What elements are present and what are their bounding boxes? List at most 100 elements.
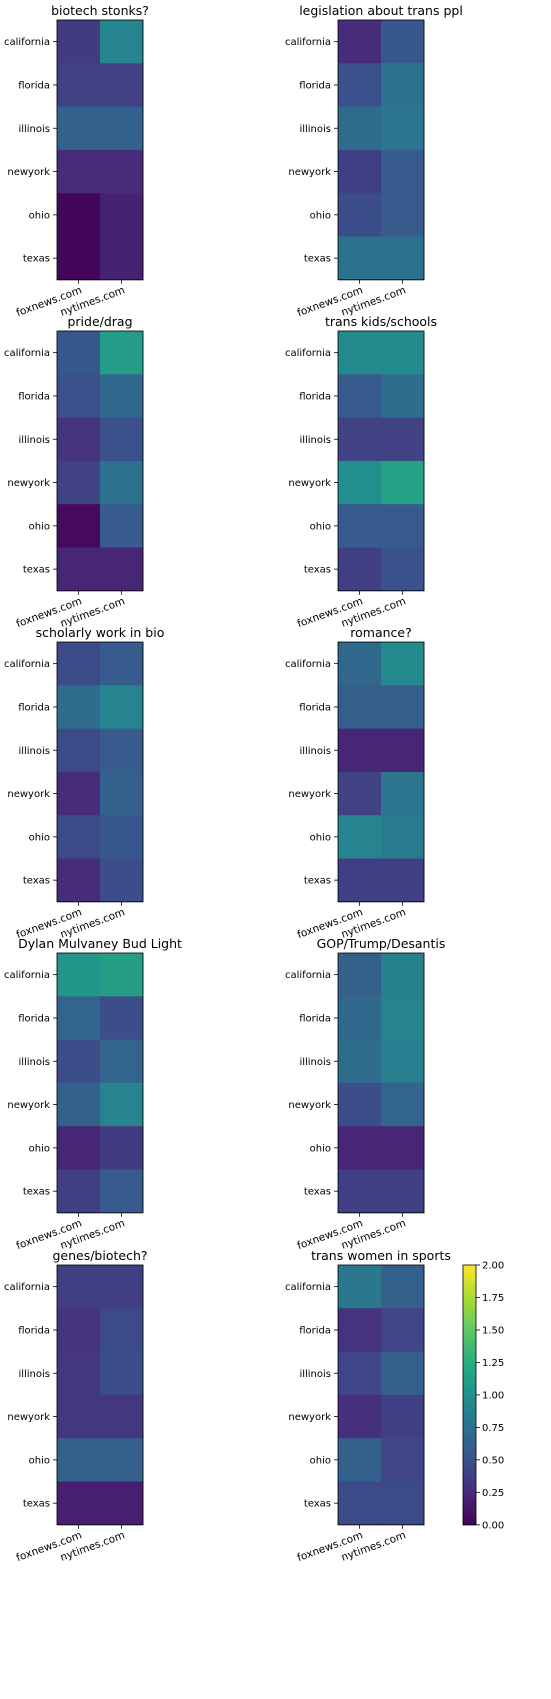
y-tick-label: california — [285, 37, 331, 48]
panel-frame — [337, 19, 425, 281]
colorbar-band — [463, 1431, 476, 1435]
colorbar-band — [463, 1310, 476, 1314]
heatmap-cell — [338, 1082, 382, 1127]
heatmap-cell — [100, 236, 144, 281]
y-tick-label: california — [4, 37, 50, 48]
colorbar-band — [463, 1301, 476, 1305]
heatmap-cell — [381, 953, 425, 997]
colorbar-band — [463, 1312, 476, 1316]
heatmap-cell — [338, 236, 382, 281]
colorbar-band — [463, 1271, 476, 1275]
y-tick-label: illinois — [299, 1057, 331, 1068]
y-tick-label: california — [4, 659, 50, 670]
colorbar-band — [463, 1282, 476, 1285]
heatmap-cell — [57, 996, 101, 1040]
heatmap-cell — [381, 815, 425, 859]
y-tick-label: illinois — [18, 1369, 50, 1380]
colorbar-band — [463, 1394, 476, 1398]
heatmap-cell — [381, 858, 425, 903]
heatmap-cell — [381, 374, 425, 418]
heatmap-cell — [100, 815, 144, 859]
y-tick-label: california — [285, 1282, 331, 1293]
panel-title: trans women in sports — [311, 1248, 451, 1263]
colorbar-band — [463, 1466, 476, 1470]
y-tick-label: newyork — [7, 1412, 50, 1423]
y-tick-label: texas — [23, 1187, 50, 1198]
heatmap-cell — [338, 1438, 382, 1482]
heatmap-cell — [338, 106, 382, 151]
y-tick-label: texas — [304, 254, 331, 265]
heatmap-cell — [338, 996, 382, 1040]
y-tick-label: florida — [299, 1325, 331, 1336]
y-tick-label: ohio — [310, 1143, 331, 1154]
heatmap-cell — [57, 460, 101, 505]
colorbar-band — [463, 1397, 476, 1400]
heatmap-cell — [57, 771, 101, 816]
y-tick-label: ohio — [310, 521, 331, 532]
panel-title: pride/drag — [67, 314, 132, 329]
heatmap-cell — [381, 771, 425, 816]
colorbar-band — [463, 1479, 476, 1482]
panel-title: scholarly work in bio — [36, 625, 165, 640]
colorbar-band — [463, 1347, 476, 1350]
heatmap-cell — [100, 1039, 144, 1084]
heatmap-cell — [100, 193, 144, 237]
colorbar-band — [463, 1319, 476, 1322]
colorbar-tick-label: 0.75 — [482, 1423, 504, 1434]
colorbar-band — [463, 1513, 476, 1517]
colorbar-band — [463, 1429, 476, 1433]
colorbar-band — [463, 1373, 476, 1376]
heatmap-cell — [381, 331, 425, 375]
colorbar-band — [463, 1453, 476, 1457]
colorbar-band — [463, 1290, 476, 1294]
colorbar-band — [463, 1498, 476, 1502]
colorbar-band — [463, 1371, 476, 1374]
panel-title: biotech stonks? — [51, 3, 149, 18]
heatmap-cell — [381, 685, 425, 729]
heatmap-cell — [338, 858, 382, 903]
colorbar-band — [463, 1275, 476, 1279]
heatmap-cell — [100, 642, 144, 686]
heatmap-cell — [381, 1438, 425, 1482]
colorbar-band — [463, 1353, 476, 1357]
panel-frame — [337, 641, 425, 903]
colorbar-band — [463, 1368, 476, 1372]
heatmap-cell — [100, 1082, 144, 1127]
colorbar-band — [463, 1325, 476, 1329]
colorbar-band — [463, 1334, 476, 1337]
heatmap-panel: Dylan Mulvaney Bud Light california florid… — [4, 936, 182, 1252]
colorbar-band — [463, 1308, 476, 1311]
colorbar-band — [463, 1470, 476, 1474]
colorbar-band — [463, 1459, 476, 1463]
colorbar-band — [463, 1342, 476, 1346]
colorbar-band — [463, 1340, 476, 1344]
colorbar-band — [463, 1381, 476, 1385]
colorbar-band — [463, 1288, 476, 1292]
colorbar-band — [463, 1286, 476, 1290]
heatmap-cell — [100, 996, 144, 1040]
colorbar-band — [463, 1280, 476, 1283]
colorbar-band — [463, 1332, 476, 1335]
heatmap-cell — [100, 504, 144, 548]
heatmap-cell — [100, 1351, 144, 1396]
y-tick-label: newyork — [7, 167, 50, 178]
heatmap-cell — [100, 374, 144, 418]
colorbar-band — [463, 1336, 476, 1340]
heatmap-cell — [338, 815, 382, 859]
colorbar-tick-label: 1.25 — [482, 1358, 504, 1369]
colorbar-band — [463, 1518, 476, 1521]
heatmap-cell — [338, 728, 382, 773]
heatmap-cell — [57, 20, 101, 64]
heatmap-cell — [57, 1351, 101, 1396]
colorbar-band — [463, 1414, 476, 1418]
heatmap-cell — [57, 1126, 101, 1170]
heatmap-cell — [381, 1082, 425, 1127]
y-tick-label: illinois — [18, 435, 50, 446]
colorbar-band — [463, 1520, 476, 1524]
heatmap-cell — [57, 63, 101, 107]
y-tick-label: california — [285, 970, 331, 981]
colorbar-tick-label: 1.50 — [482, 1325, 504, 1336]
colorbar-band — [463, 1403, 476, 1407]
heatmap-cell — [100, 1126, 144, 1170]
